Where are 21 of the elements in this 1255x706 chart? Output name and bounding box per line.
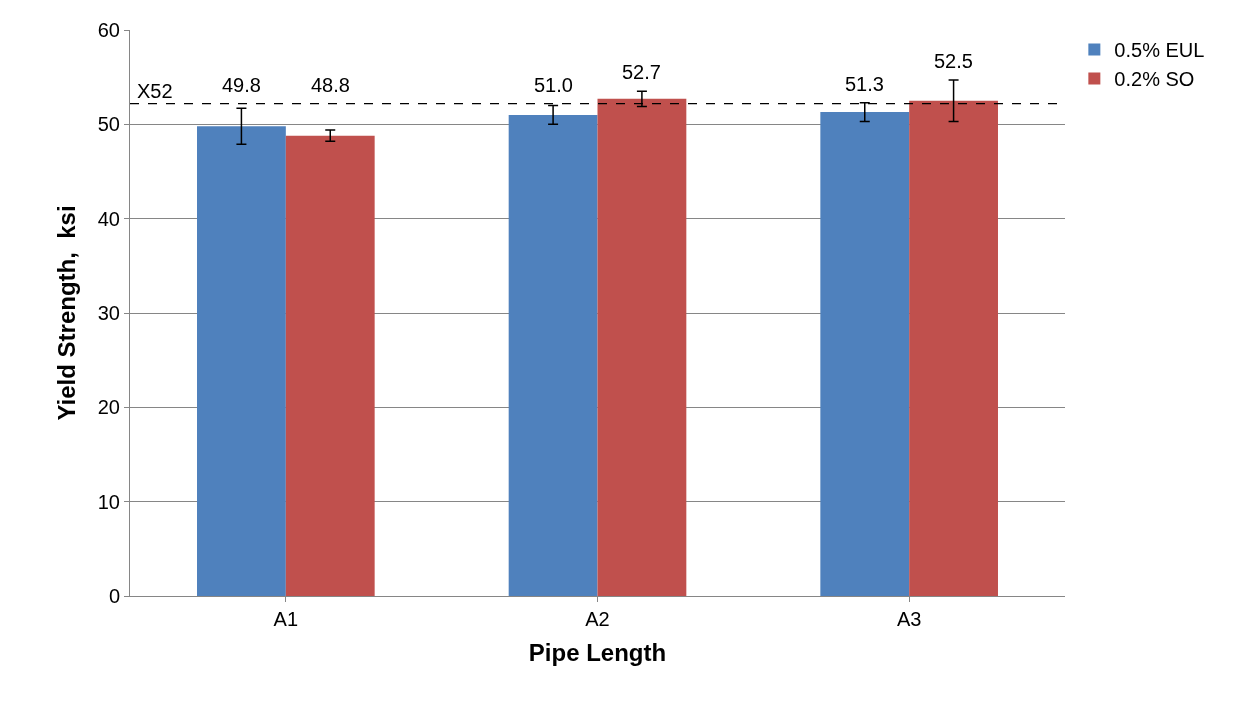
data-label: 48.8 [311,74,350,96]
y-tick-label: 50 [97,113,120,136]
data-label: 52.5 [934,50,973,72]
x-tick-label: A3 [896,608,922,630]
legend-label: 0.5% EUL [1114,39,1205,62]
y-tick-label: 0 [108,585,120,607]
data-label: 49.8 [222,74,261,96]
y-tick-label: 10 [97,490,120,513]
x-axis-title: Pipe Length [528,639,667,667]
y-tick-label: 40 [97,207,120,230]
data-label: 51.0 [534,74,573,96]
legend-label: 0.2% SO [1114,68,1195,91]
data-label: 52.7 [622,61,661,83]
x-tick-label: A1 [273,608,299,630]
data-label: 51.3 [845,73,884,95]
ref-line-label: X52 [137,80,173,102]
x-tick-label: A2 [585,608,610,630]
y-tick-label: 20 [97,396,120,419]
y-tick-label: 60 [97,19,120,41]
y-tick-label: 30 [97,302,120,324]
y-axis-title: Yield Strength, ksi [52,205,80,421]
